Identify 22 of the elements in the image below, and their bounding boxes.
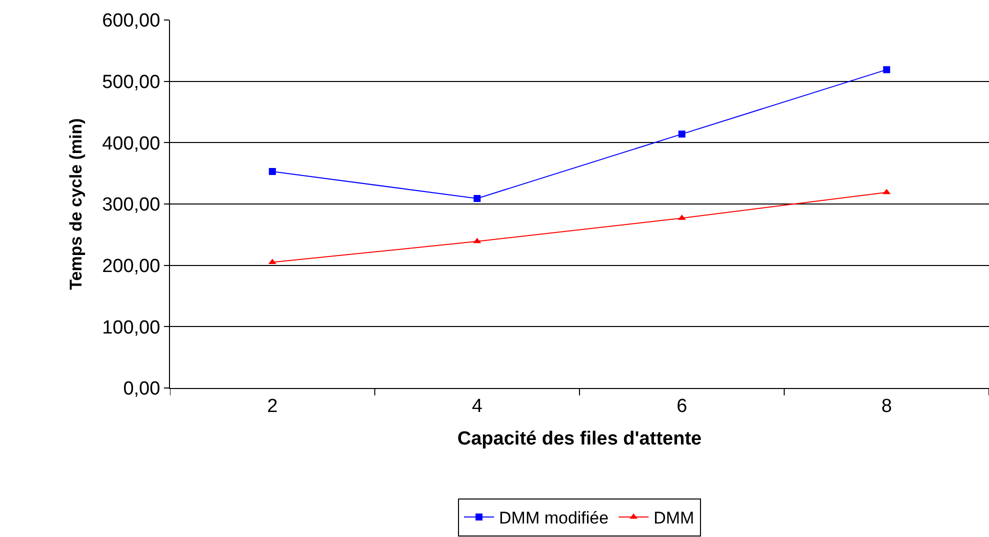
x-tick-label: 2 [267, 396, 278, 417]
y-tick-label: 0,00 [123, 378, 160, 400]
legend-label: DMM [654, 508, 694, 528]
point [473, 238, 482, 244]
y-tick-label: 300,00 [102, 194, 160, 216]
x-tick-label: 4 [472, 396, 483, 417]
point [882, 188, 891, 194]
legend-label: DMM modifiée [499, 508, 609, 528]
point [268, 258, 276, 264]
y-tick-label: 600,00 [102, 10, 160, 32]
y-axis-title: Temps de cycle (min) [66, 118, 86, 290]
x-tick-label: 8 [881, 396, 892, 417]
x-axis-title: Capacité des files d'attente [457, 428, 702, 450]
point [678, 130, 686, 138]
y-tick-label: 500,00 [102, 72, 160, 93]
y-tick-label: 100,00 [102, 317, 160, 338]
point [883, 66, 890, 74]
x-tick-label: 6 [676, 396, 688, 417]
y-tick-label: 200,00 [102, 256, 160, 277]
point [268, 168, 276, 175]
point [474, 194, 481, 202]
y-tick-label: 400,00 [102, 133, 160, 154]
